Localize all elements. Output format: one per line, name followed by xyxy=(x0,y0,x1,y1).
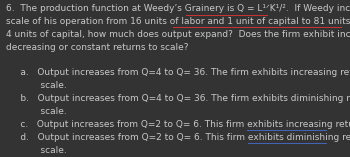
Text: d.   Output increases from Q=2 to Q= 6. This firm exhibits diminishing returns t: d. Output increases from Q=2 to Q= 6. Th… xyxy=(6,133,350,142)
Text: 4 units of capital, how much does output expand?  Does the firm exhibit increasi: 4 units of capital, how much does output… xyxy=(6,30,350,39)
Text: a.   Output increases from Q=4 to Q= 36. The firm exhibits increasing returns to: a. Output increases from Q=4 to Q= 36. T… xyxy=(6,68,350,77)
Text: scale.: scale. xyxy=(6,146,67,154)
Text: b.   Output increases from Q=4 to Q= 36. The firm exhibits diminishing returns t: b. Output increases from Q=4 to Q= 36. T… xyxy=(6,94,350,103)
Text: decreasing or constant returns to scale?: decreasing or constant returns to scale? xyxy=(6,43,189,51)
Text: c.   Output increases from Q=2 to Q= 6. This firm exhibits increasing returns to: c. Output increases from Q=2 to Q= 6. Th… xyxy=(6,120,350,129)
Text: scale.: scale. xyxy=(6,81,67,90)
Text: 6.  The production function at Weedy’s Grainery is Q = L¹ᐟK¹/².  If Weedy increa: 6. The production function at Weedy’s Gr… xyxy=(6,4,350,13)
Text: scale.: scale. xyxy=(6,107,67,116)
Text: scale of his operation from 16 units of labor and 1 unit of capital to 81 units : scale of his operation from 16 units of … xyxy=(6,17,350,26)
